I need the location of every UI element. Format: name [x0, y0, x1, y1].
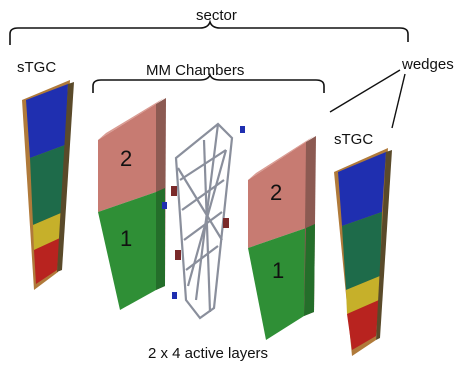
- mm-chambers-label: MM Chambers: [146, 62, 244, 79]
- stgc-right-label: sTGC: [334, 131, 373, 148]
- stgc-wedge-right: [334, 148, 392, 356]
- mm-left-number-1: 1: [120, 226, 132, 251]
- sector-label: sector: [196, 7, 237, 24]
- spacer-frame-brackets: [171, 186, 229, 260]
- mm-left-number-2: 2: [120, 146, 132, 171]
- stgc-left-label: sTGC: [17, 59, 56, 76]
- spacer-frame: [174, 122, 234, 320]
- active-layers-label: 2 x 4 active layers: [148, 345, 268, 362]
- sector-bracket: [9, 19, 409, 45]
- mm-chambers-bracket: [92, 72, 325, 93]
- mm-chamber-right: [248, 136, 316, 340]
- wedges-label: wedges: [401, 56, 454, 73]
- mm-right-number-1: 1: [272, 258, 284, 283]
- spacer-frame-markers: [162, 126, 245, 299]
- stgc-wedge-left: [22, 80, 74, 290]
- mm-right-number-2: 2: [270, 180, 282, 205]
- mm-chamber-left: [98, 98, 166, 310]
- wedges-pointer-lines: [329, 69, 406, 129]
